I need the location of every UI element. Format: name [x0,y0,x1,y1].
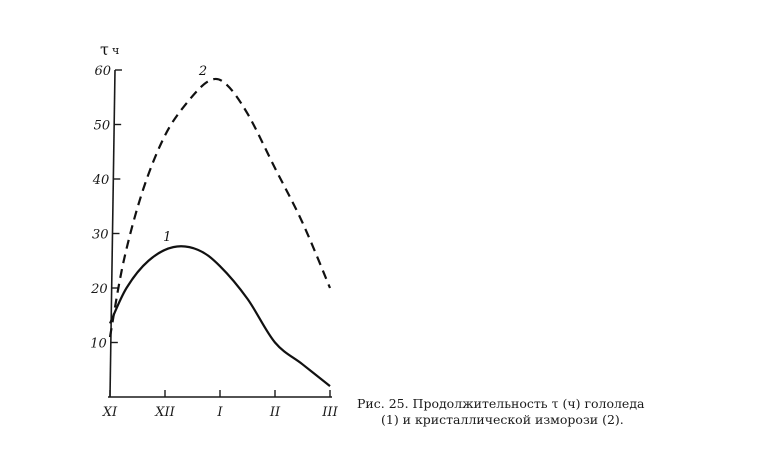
y-tick-label: 20 [90,282,108,297]
axes [108,69,332,398]
y-axis-label: τ [100,40,109,59]
axis-labels: τ ч [100,40,119,59]
y-tick-label: 60 [94,64,111,79]
series-label-1: 1 [163,230,171,245]
series-group: 12 [108,64,332,387]
caption-line-2: (1) и кристаллической изморози (2). [381,412,624,427]
series-label-2: 2 [198,64,207,79]
y-tick-label: 50 [94,119,111,134]
y-axis-unit: ч [112,44,119,57]
y-axis-ticks: 10 20 30 40 50 60 [90,64,122,352]
x-tick-label: II [269,405,281,420]
y-tick-label: 10 [90,337,107,352]
x-tick-label: I [216,405,223,420]
figure-caption: Рис. 25. Продолжительность τ (ч) гололед… [357,396,757,428]
series-line-1 [109,245,331,387]
x-tick-label: XII [154,405,175,420]
x-axis-ticks: XI XII I II III [102,390,339,420]
caption-line-1: Рис. 25. Продолжительность τ (ч) гололед… [357,396,645,411]
x-tick-label: XI [102,405,118,420]
y-tick-label: 40 [92,173,110,188]
series-line-2 [108,77,332,338]
y-tick-label: 30 [92,228,109,243]
x-tick-label: III [321,405,338,420]
